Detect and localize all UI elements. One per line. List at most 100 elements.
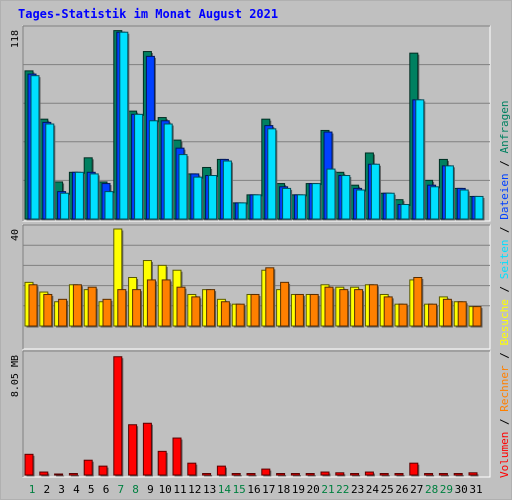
- bar-volumen-day-11: [172, 437, 182, 476]
- bar-seiten-day-18: [282, 187, 292, 220]
- bar-seiten-day-14: [222, 160, 232, 220]
- bar-shadow: [426, 475, 435, 477]
- bar-volumen-day-20: [305, 473, 315, 476]
- bar-volumen-day-4: [68, 473, 78, 476]
- day-label-29: 29: [440, 483, 453, 496]
- bar-rechner-day-29: [442, 298, 452, 327]
- day-label-26: 26: [395, 483, 408, 496]
- day-label-30: 30: [455, 483, 468, 496]
- bar-shadow: [440, 475, 449, 477]
- bar-seiten-day-17: [267, 128, 277, 220]
- bar-rechner-day-3: [58, 298, 68, 327]
- bar-rechner-day-20: [309, 293, 319, 327]
- bar-volumen-day-25: [379, 473, 389, 476]
- bar-shadow: [292, 475, 301, 477]
- bar-seiten-day-5: [89, 173, 99, 220]
- bar-volumen-day-2: [39, 471, 49, 476]
- bar-rechner-day-12: [191, 296, 201, 327]
- bar-rechner-day-15: [235, 303, 245, 327]
- bar-rechner-day-28: [428, 303, 438, 327]
- bar-volumen-day-23: [350, 473, 360, 476]
- bar-rechner-day-24: [368, 284, 378, 327]
- bar-seiten-day-12: [193, 176, 203, 220]
- series-seiten: [30, 31, 485, 221]
- day-label-27: 27: [410, 483, 423, 496]
- bar-shadow: [248, 475, 257, 477]
- bar-shadow: [233, 475, 242, 477]
- series-volumen: [24, 356, 479, 477]
- day-label-14: 14: [218, 483, 232, 496]
- day-label-5: 5: [88, 483, 95, 496]
- bar-seiten-day-2: [45, 123, 55, 220]
- bar-seiten-day-7: [119, 31, 129, 220]
- bar-rechner-day-30: [457, 301, 467, 327]
- bar-volumen-day-31: [468, 472, 478, 476]
- day-label-1: 1: [29, 483, 36, 496]
- bar-rechner-day-26: [398, 303, 408, 327]
- day-label-23: 23: [351, 483, 364, 496]
- bar-seiten-day-30: [459, 189, 469, 220]
- bar-rechner-day-7: [117, 289, 127, 327]
- legend-seiten: Seiten: [498, 240, 511, 286]
- bar-seiten-day-24: [370, 163, 380, 220]
- day-label-19: 19: [292, 483, 305, 496]
- day-label-20: 20: [307, 483, 320, 496]
- legend-rechner: Rechner: [498, 365, 511, 418]
- bar-volumen-day-1: [24, 453, 34, 476]
- bar-shadow: [70, 475, 79, 477]
- bar-rechner-day-8: [132, 289, 142, 327]
- legend-volumen: Volumen: [498, 432, 511, 478]
- page-title: Tages-Statistik im Monat August 2021: [18, 7, 278, 21]
- bar-rechner-day-4: [72, 284, 82, 327]
- bar-volumen-day-28: [424, 473, 434, 476]
- day-label-17: 17: [262, 483, 275, 496]
- bar-rechner-day-19: [294, 293, 304, 327]
- bar-rechner-day-13: [206, 289, 216, 327]
- bar-rechner-day-5: [87, 286, 97, 327]
- day-label-4: 4: [73, 483, 80, 496]
- legend-anfragen: Anfragen: [498, 100, 511, 160]
- day-label-6: 6: [103, 483, 110, 496]
- bar-seiten-day-3: [60, 192, 70, 220]
- y-tick-label: 118: [10, 30, 21, 48]
- bar-rechner-day-6: [102, 298, 112, 327]
- bar-rechner-day-2: [43, 293, 53, 327]
- bar-shadow: [396, 475, 405, 477]
- bar-seiten-day-6: [104, 191, 114, 220]
- day-label-2: 2: [43, 483, 50, 496]
- bar-volumen-day-5: [83, 459, 93, 476]
- day-label-31: 31: [469, 483, 482, 496]
- bar-volumen-day-22: [335, 472, 345, 476]
- bar-rechner-day-16: [250, 293, 260, 327]
- bar-volumen-day-29: [438, 473, 448, 476]
- bar-seiten-day-23: [356, 189, 366, 220]
- series-rechner: [28, 267, 483, 328]
- day-label-22: 22: [336, 483, 349, 496]
- bar-rechner-day-31: [472, 306, 482, 327]
- bar-seiten-day-16: [252, 194, 262, 220]
- bar-seiten-day-28: [430, 186, 440, 220]
- bar-seiten-day-26: [400, 204, 410, 220]
- bar-rechner-day-23: [354, 289, 364, 327]
- day-label-8: 8: [132, 483, 139, 496]
- panel-requests: 118: [10, 25, 491, 222]
- day-label-24: 24: [366, 483, 380, 496]
- day-label-15: 15: [233, 483, 246, 496]
- day-label-13: 13: [203, 483, 216, 496]
- day-label-3: 3: [58, 483, 65, 496]
- bar-rechner-day-17: [265, 267, 275, 327]
- legend-separator: /: [498, 352, 511, 365]
- bar-rechner-day-25: [383, 296, 393, 327]
- bar-seiten-day-27: [415, 99, 425, 220]
- bar-volumen-day-3: [54, 473, 64, 476]
- legend-separator: /: [498, 160, 511, 173]
- panel-volume: 8.05 MB: [10, 350, 491, 478]
- bar-rechner-day-9: [146, 279, 156, 327]
- bar-rechner-day-21: [324, 286, 334, 327]
- day-label-10: 10: [159, 483, 172, 496]
- day-label-28: 28: [425, 483, 438, 496]
- bar-volumen-day-9: [142, 422, 152, 476]
- bar-volumen-day-7: [113, 356, 123, 476]
- legend-dateien: Dateien: [498, 173, 511, 226]
